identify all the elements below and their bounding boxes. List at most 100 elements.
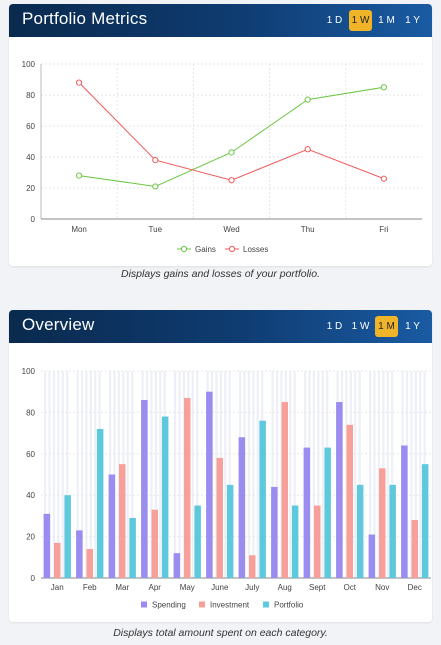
bar-investment-aug bbox=[281, 402, 288, 578]
bar-bg-stripe-4-4 bbox=[191, 371, 194, 578]
bar-xtick-aug: Aug bbox=[278, 583, 292, 592]
line-xtick-wed: Wed bbox=[223, 225, 239, 234]
bar-xtick-dec: Dec bbox=[408, 583, 422, 592]
bar-portfolio-oct bbox=[356, 484, 364, 578]
bar-spending-nov bbox=[368, 534, 376, 578]
bar-ytick-80: 80 bbox=[26, 408, 35, 417]
bar-investment-mar bbox=[119, 464, 126, 578]
bar-bg-stripe-1-0 bbox=[76, 371, 79, 578]
bar-bg-stripe-7-2 bbox=[280, 371, 283, 578]
line-point-losses-fri bbox=[380, 175, 387, 182]
overview-caption: Displays total amount spent on each cate… bbox=[113, 627, 328, 639]
line-ytick-20: 20 bbox=[26, 184, 35, 193]
bar-bg-stripe-10-1 bbox=[373, 371, 376, 578]
bar-xtick-july: July bbox=[245, 583, 259, 592]
bar-bg-stripe-7-0 bbox=[271, 371, 274, 578]
bar-portfolio-june bbox=[226, 484, 234, 578]
overview-range-1w-button[interactable]: 1 W bbox=[351, 321, 370, 332]
bar-bg-stripe-9-5 bbox=[358, 371, 361, 578]
bar-bg-stripe-6-4 bbox=[256, 371, 259, 578]
bar-bg-stripe-3-4 bbox=[159, 371, 162, 578]
bar-investment-dec bbox=[411, 520, 418, 578]
portfolio-range-1y-button[interactable]: 1 Y bbox=[405, 15, 420, 26]
bar-portfolio-may bbox=[194, 505, 201, 578]
bar-portfolio-dec bbox=[421, 464, 429, 578]
line-point-losses-mon bbox=[76, 79, 83, 86]
legend-swatch-portfolio bbox=[263, 601, 269, 608]
bar-bg-stripe-0-3 bbox=[57, 371, 60, 578]
bar-bg-stripe-4-0 bbox=[174, 371, 177, 578]
bar-bg-stripe-10-4 bbox=[386, 371, 389, 578]
bar-bg-stripe-4-5 bbox=[196, 371, 199, 578]
bar-portfolio-jan bbox=[64, 495, 71, 578]
bar-spending-sept bbox=[303, 447, 311, 578]
bar-investment-feb bbox=[86, 549, 93, 578]
legend-swatch-spending bbox=[141, 601, 147, 608]
bar-bg-stripe-0-0 bbox=[44, 371, 47, 578]
bar-spending-dec bbox=[401, 445, 408, 578]
line-ytick-80: 80 bbox=[26, 91, 35, 100]
portfolio-range-1d-button[interactable]: 1 D bbox=[326, 15, 343, 26]
portfolio-metrics-title: Portfolio Metrics bbox=[22, 9, 148, 28]
overview-range-selector: 1 D 1 W 1 M 1 Y bbox=[323, 316, 424, 337]
line-ytick-100: 100 bbox=[22, 60, 36, 69]
overview-header: Overview 1 D 1 W 1 M 1 Y bbox=[9, 310, 432, 343]
portfolio-range-1m-button[interactable]: 1 M bbox=[378, 15, 395, 26]
bar-bg-stripe-5-5 bbox=[228, 371, 231, 578]
bar-spending-apr bbox=[141, 399, 148, 578]
bar-investment-june bbox=[216, 457, 223, 578]
bar-bg-stripe-1-2 bbox=[85, 371, 88, 578]
portfolio-caption: Displays gains and losses of your portfo… bbox=[120, 268, 321, 280]
bar-portfolio-aug bbox=[291, 505, 299, 578]
bar-xtick-mar: Mar bbox=[115, 583, 129, 592]
bar-spending-may bbox=[173, 553, 181, 578]
bar-bg-stripe-2-4 bbox=[126, 371, 129, 578]
bar-bg-stripe-7-4 bbox=[289, 371, 292, 578]
bar-bg-stripe-10-0 bbox=[369, 371, 372, 578]
line-point-gains-thu bbox=[304, 96, 311, 103]
bar-xtick-sept: Sept bbox=[309, 583, 326, 592]
line-point-gains-tue bbox=[152, 183, 159, 190]
bar-bg-stripe-7-1 bbox=[275, 371, 279, 578]
overview-range-1y-button[interactable]: 1 Y bbox=[405, 321, 420, 332]
bar-bg-stripe-9-2 bbox=[345, 371, 348, 578]
bar-bg-stripe-7-5 bbox=[293, 371, 296, 578]
bar-investment-oct bbox=[346, 424, 353, 578]
bar-investment-july bbox=[249, 555, 256, 578]
bar-ytick-60: 60 bbox=[26, 450, 35, 459]
legend-marker-gains bbox=[180, 245, 188, 253]
bar-xtick-june: June bbox=[211, 583, 229, 592]
overview-range-1m-button[interactable]: 1 M bbox=[375, 316, 398, 337]
overview-title: Overview bbox=[22, 315, 95, 334]
legend-label-losses: Losses bbox=[243, 245, 268, 254]
bar-spending-june bbox=[206, 391, 213, 578]
bar-bg-stripe-10-2 bbox=[377, 371, 381, 578]
bar-bg-stripe-8-4 bbox=[321, 371, 324, 578]
bar-bg-stripe-1-3 bbox=[89, 371, 92, 578]
bar-investment-nov bbox=[379, 468, 386, 578]
bar-xtick-feb: Feb bbox=[83, 583, 97, 592]
line-point-losses-thu bbox=[304, 146, 311, 153]
bar-portfolio-sept bbox=[324, 447, 331, 578]
line-ytick-60: 60 bbox=[26, 122, 35, 131]
legend-label-spending: Spending bbox=[152, 601, 186, 610]
bar-bg-stripe-0-1 bbox=[48, 371, 51, 578]
line-xtick-tue: Tue bbox=[149, 225, 163, 234]
bar-investment-sept bbox=[314, 505, 321, 578]
bar-ytick-20: 20 bbox=[26, 533, 35, 542]
line-xtick-fri: Fri bbox=[379, 225, 389, 234]
bar-bg-stripe-11-2 bbox=[410, 371, 413, 578]
line-xtick-thu: Thu bbox=[301, 225, 315, 234]
bar-bg-stripe-9-4 bbox=[354, 371, 357, 578]
portfolio-range-1w-button[interactable]: 1 W bbox=[349, 10, 372, 31]
bar-spending-aug bbox=[271, 486, 278, 578]
category-bar-chart: 0 20 40 60 80 100 Jan Feb Mar Apr May June July Aug Se… bbox=[22, 367, 431, 610]
line-point-gains-fri bbox=[380, 84, 387, 91]
bar-bg-stripe-11-3 bbox=[414, 371, 417, 578]
bar-bg-stripe-2-5 bbox=[131, 371, 134, 578]
bar-spending-oct bbox=[336, 402, 343, 578]
bar-bg-stripe-0-5 bbox=[66, 371, 69, 578]
overview-range-1d-button[interactable]: 1 D bbox=[326, 321, 343, 332]
line-series-losses bbox=[78, 82, 385, 181]
bar-bg-stripe-4-1 bbox=[178, 371, 181, 578]
